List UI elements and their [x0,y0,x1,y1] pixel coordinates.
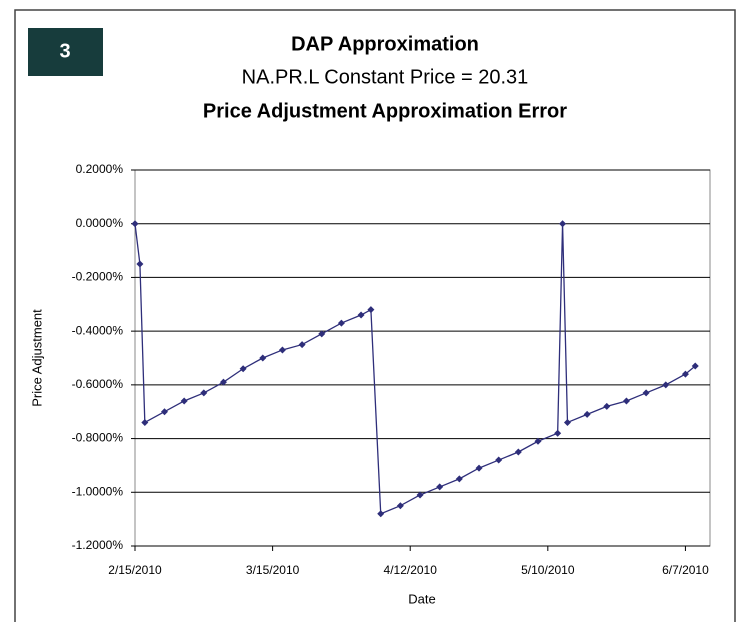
x-tick-label: 4/12/2010 [384,563,438,577]
point [559,220,567,228]
point [534,437,542,445]
x-axis-label: Date [408,591,435,606]
point [455,475,463,483]
point [131,220,139,228]
point [278,346,286,354]
badge: 3 [59,40,70,62]
point [219,378,227,386]
point [337,319,345,327]
point [603,402,611,410]
chart-title: DAP Approximation [291,33,479,55]
point [514,448,522,456]
y-tick-label: -0.4000% [72,323,124,337]
x-tick-label: 3/15/2010 [246,563,300,577]
point [136,260,144,268]
point [318,330,326,338]
point [259,354,267,362]
y-tick-label: -1.2000% [72,538,124,552]
point [642,389,650,397]
point [554,429,562,437]
point [160,408,168,416]
point [691,362,699,370]
point [396,502,404,510]
frame [14,9,736,622]
point [357,311,365,319]
point [662,381,670,389]
y-tick-label: -1.0000% [72,484,124,498]
point [141,418,149,426]
y-tick-label: 0.0000% [76,216,124,230]
plot-area [134,169,711,547]
point [563,418,571,426]
point [367,306,375,314]
x-tick-label: 2/15/2010 [108,563,162,577]
x-tick-label: 6/7/2010 [662,563,709,577]
point [495,456,503,464]
y-tick-label: -0.8000% [72,431,124,445]
y-tick-label: 0.2000% [76,162,124,176]
point [583,410,591,418]
point [416,491,424,499]
x-tick-label: 5/10/2010 [521,563,575,577]
y-axis-label: Price Adjustment [29,309,44,407]
point [180,397,188,405]
chart-subtitle: NA.PR.L Constant Price = 20.31 [242,66,529,88]
point [298,341,306,349]
point [239,365,247,373]
y-tick-label: -0.6000% [72,377,124,391]
badge-box [28,28,103,76]
point [436,483,444,491]
y-tick-label: -0.2000% [72,270,124,284]
series-line [134,223,696,515]
point [475,464,483,472]
point [622,397,630,405]
point [681,370,689,378]
point [200,389,208,397]
chart-heading: Price Adjustment Approximation Error [203,100,567,122]
point [377,510,385,518]
